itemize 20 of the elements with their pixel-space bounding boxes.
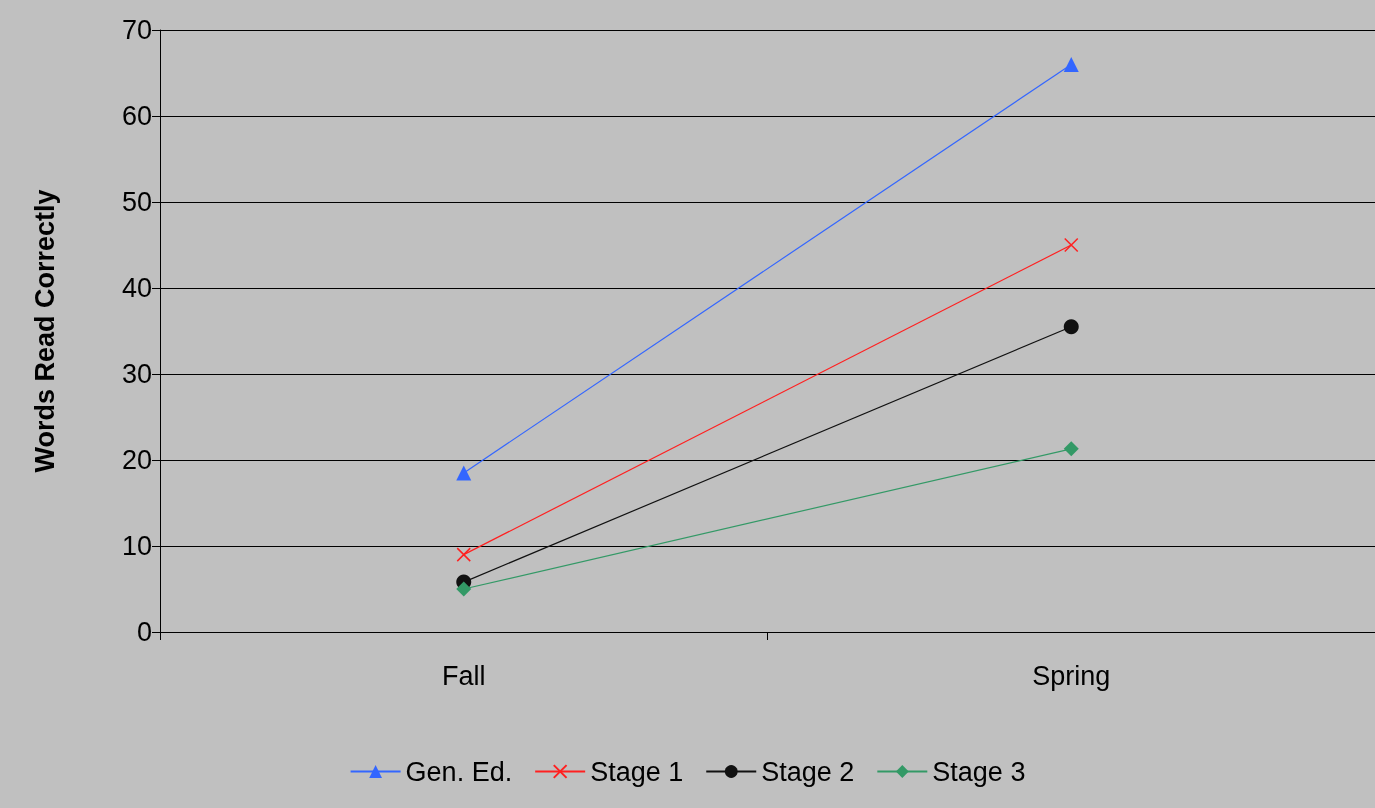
legend-label: Stage 1 bbox=[590, 756, 684, 787]
point bbox=[1063, 441, 1079, 457]
legend-label: Stage 2 bbox=[761, 756, 855, 787]
y-tick-label: 70 bbox=[121, 15, 152, 45]
y-tick-label: 20 bbox=[121, 445, 152, 475]
legend-label: Gen. Ed. bbox=[405, 756, 513, 787]
y-tick-label: 30 bbox=[121, 359, 152, 389]
y-axis-title: Words Read Correctly bbox=[29, 189, 60, 473]
y-tick-label: 60 bbox=[121, 101, 152, 131]
point bbox=[1063, 319, 1079, 335]
point bbox=[456, 547, 471, 562]
point bbox=[456, 581, 472, 597]
x-tick-label: Fall bbox=[441, 660, 486, 691]
point bbox=[1064, 237, 1079, 253]
y-tick-label: 10 bbox=[121, 531, 152, 561]
x-tick-label: Spring bbox=[1032, 660, 1111, 691]
legend-label: Stage 3 bbox=[932, 756, 1026, 787]
y-tick-label: 50 bbox=[121, 187, 152, 217]
y-tick-label: 40 bbox=[121, 273, 152, 303]
y-tick-label: 0 bbox=[136, 617, 152, 647]
